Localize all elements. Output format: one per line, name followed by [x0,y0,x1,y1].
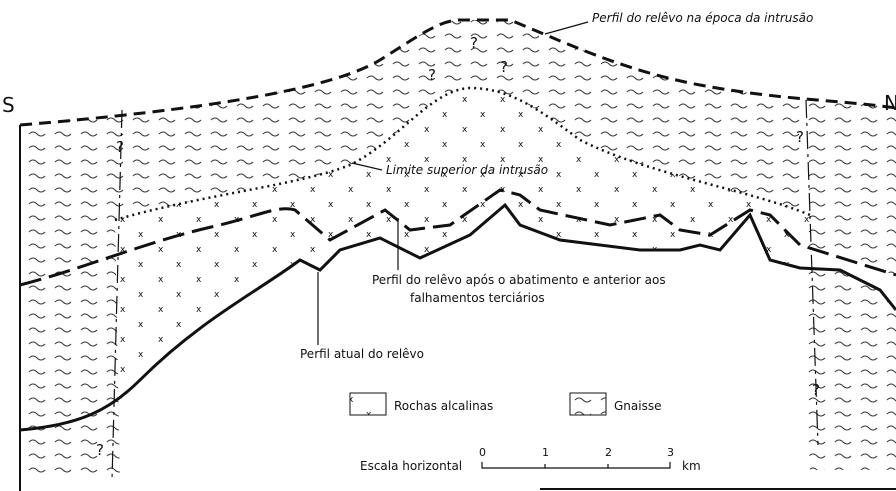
scale-tick: 3 [667,446,674,459]
question-mark: ? [500,58,508,76]
legend-swatch [570,393,606,415]
question-mark: ? [796,128,804,146]
question-mark: ? [812,381,820,399]
question-mark: ? [428,66,436,84]
annotation: falhamentos terciários [410,291,545,305]
annotation: Perfil do relêvo após o abatimento e ant… [372,273,666,287]
scale-tick: 1 [542,446,549,459]
question-mark: ? [96,441,104,459]
annotation: Perfil atual do relêvo [300,347,424,361]
question-mark: ? [470,34,478,52]
north-label: N [884,91,896,115]
legend-label: Rochas alcalinas [394,399,493,413]
legend-swatch [350,393,386,415]
south-label: S [2,93,15,117]
scale-unit: km [682,459,701,473]
scale-tick: 2 [605,446,612,459]
scale-tick: 0 [479,446,486,459]
annotation: Limite superior da intrusão [386,163,548,177]
legend-label: Gnaisse [614,399,661,413]
scale-label: Escala horizontal [360,459,462,473]
question-mark: ? [116,138,124,156]
gneiss-right [800,268,896,470]
cross-section: x x S N Perfil do relêvo na época da int… [0,0,896,491]
annotation: Perfil do relêvo na época da intrusão [592,11,813,25]
